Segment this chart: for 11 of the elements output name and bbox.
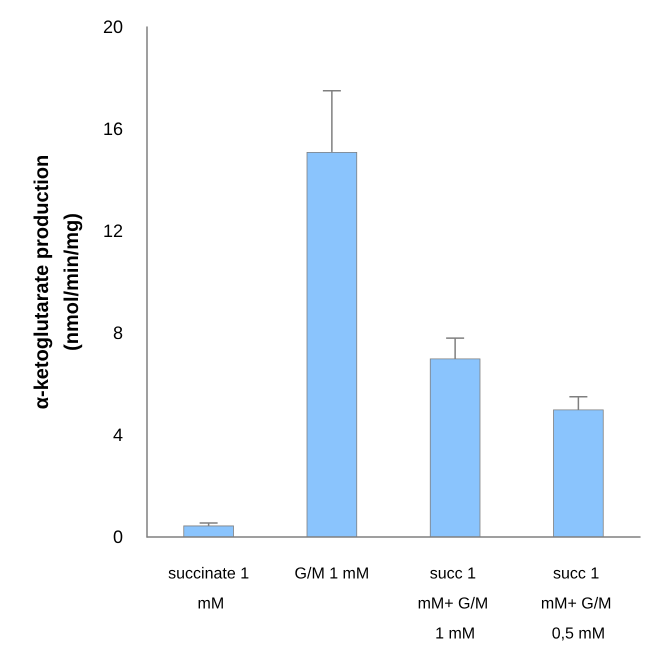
x-tick-label: succ 1 mM+ G/M 0,5 mM bbox=[540, 566, 616, 642]
x-tick-label: succinate 1 mM bbox=[168, 566, 250, 612]
y-tick-label: 20 bbox=[102, 17, 123, 37]
x-tick-label: G/M 1 mM bbox=[294, 566, 370, 582]
y-tick-label: 0 bbox=[112, 527, 123, 547]
y-tick-label: 4 bbox=[112, 425, 123, 445]
y-tick-label: 16 bbox=[102, 119, 123, 139]
y-axis-title: α-ketoglutarate production (nmol/min/mg) bbox=[31, 154, 83, 410]
y-tick-label: 8 bbox=[112, 323, 123, 343]
x-tick-label: succ 1 mM+ G/M 1 mM bbox=[418, 566, 493, 642]
y-tick-label: 12 bbox=[102, 221, 123, 241]
